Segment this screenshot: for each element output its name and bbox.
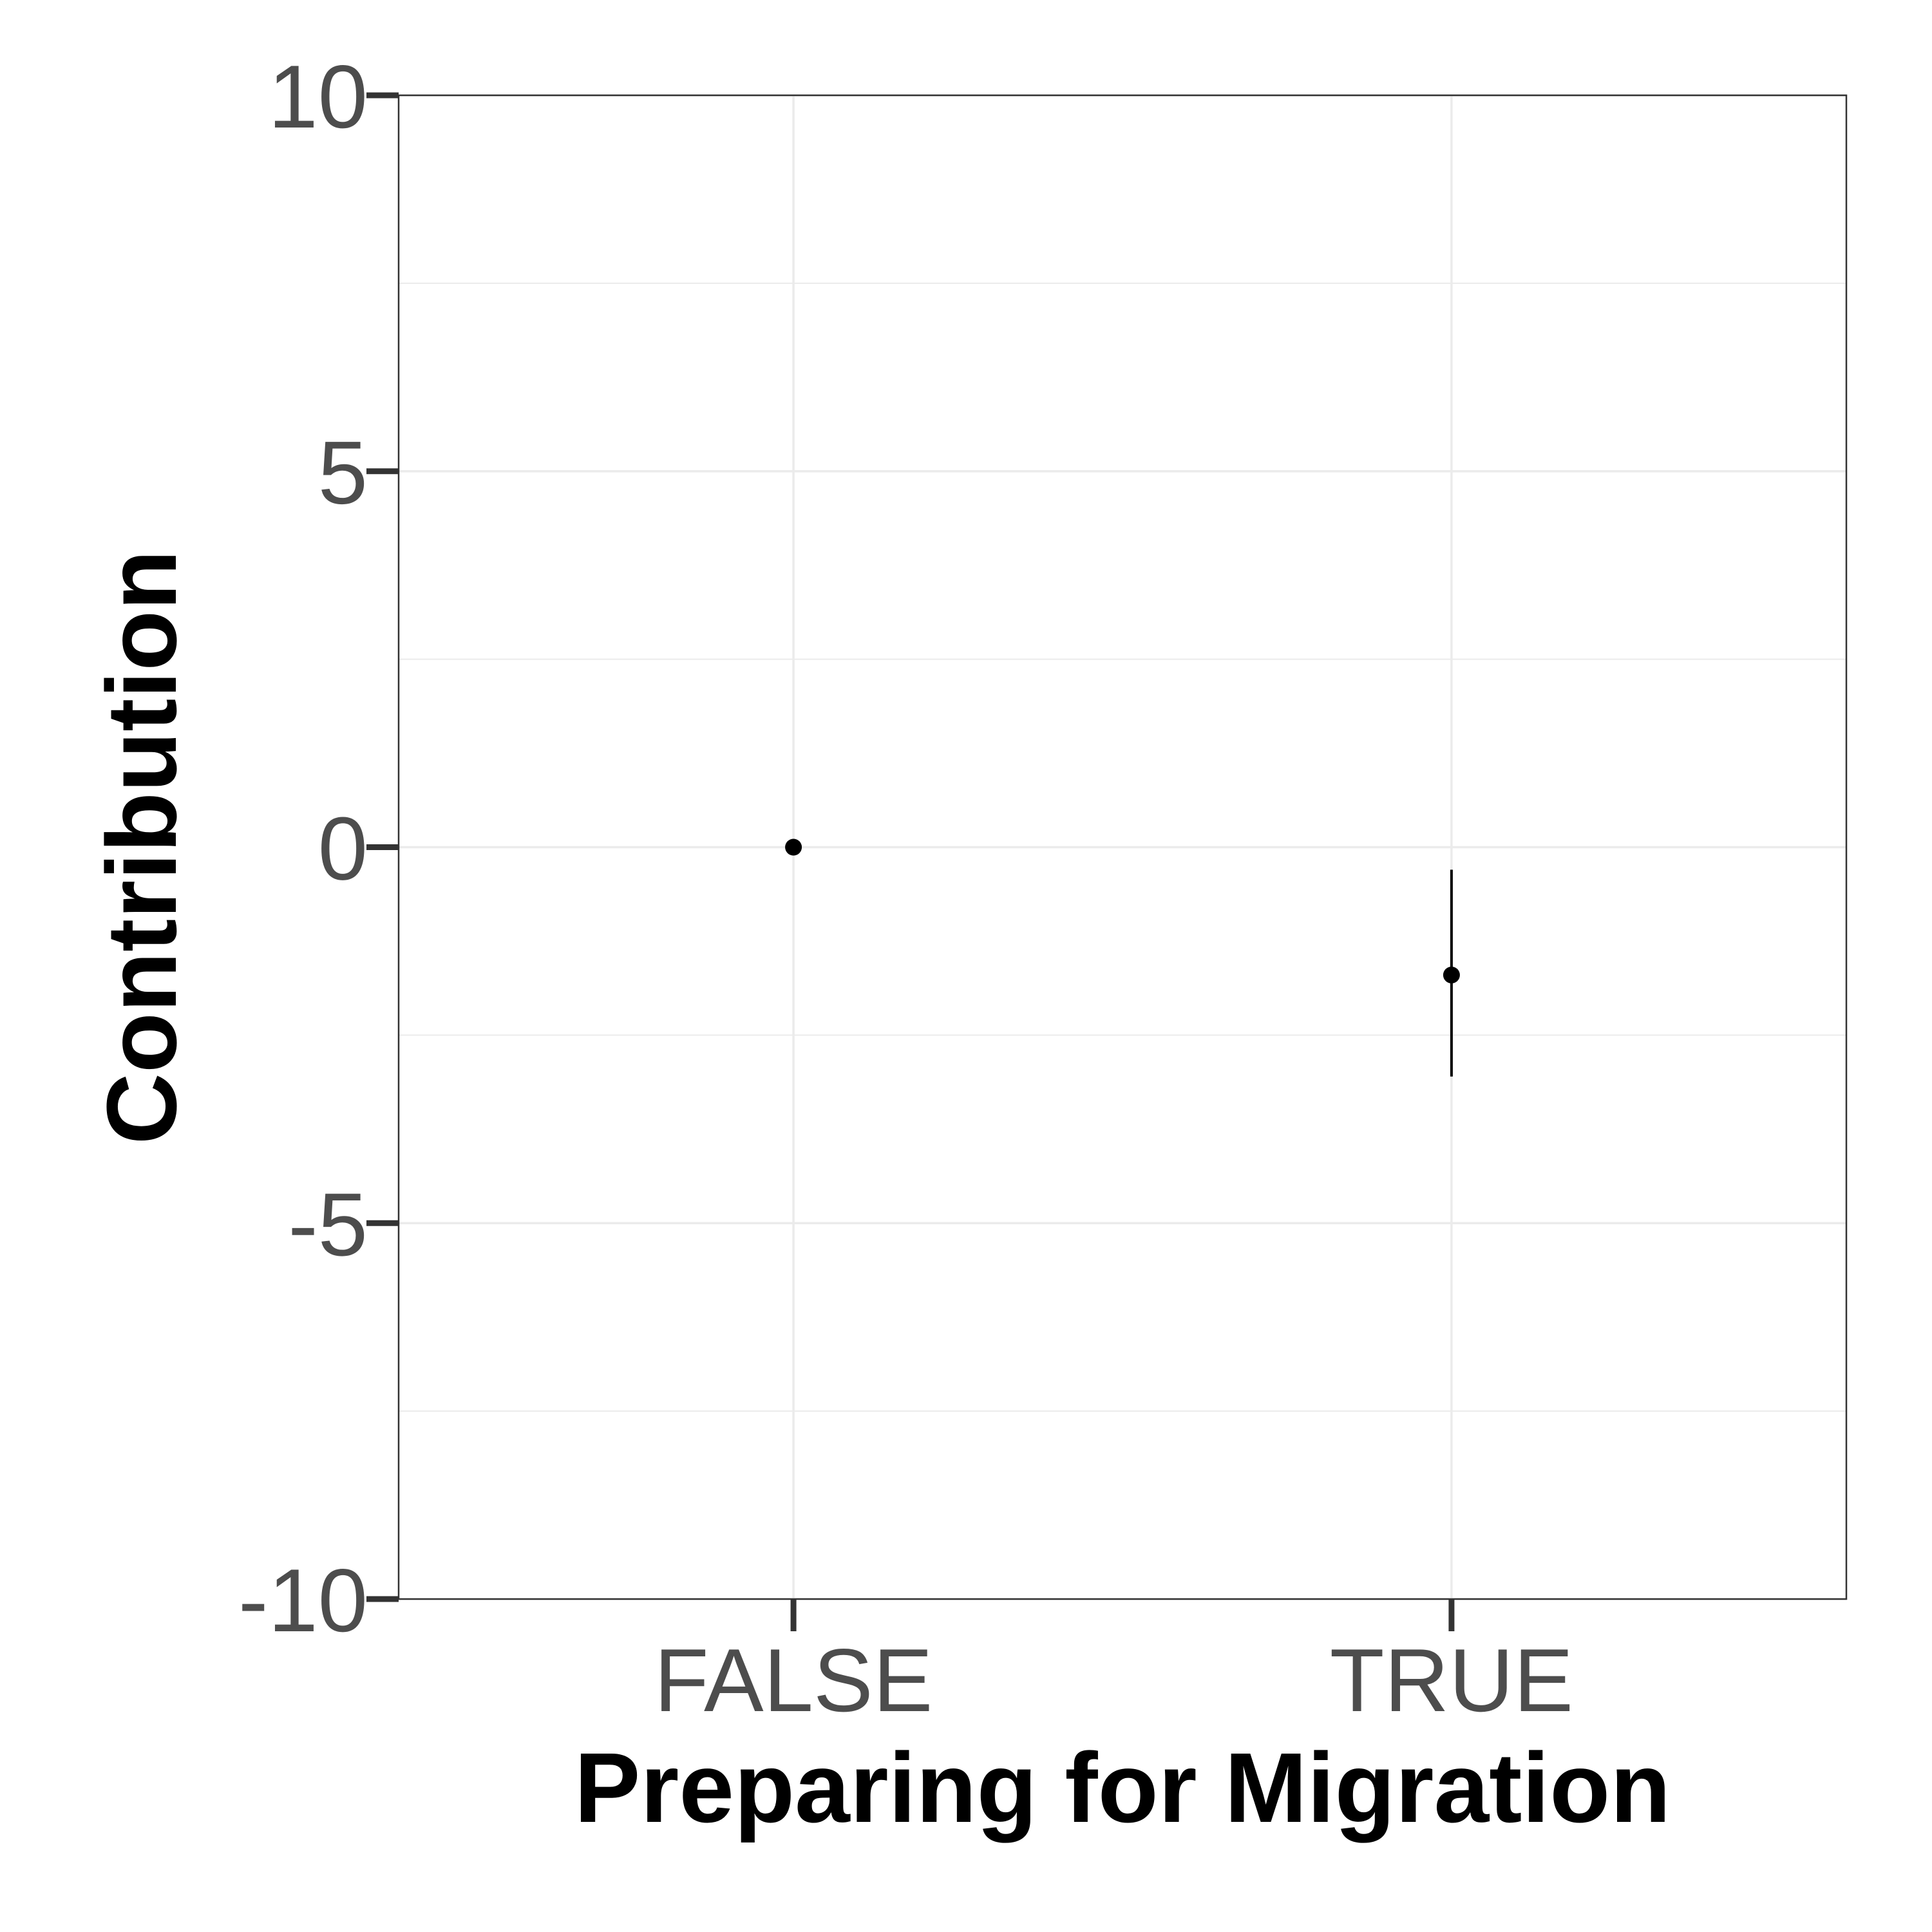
y-tick-label: -5 [288, 1175, 368, 1274]
y-axis-tick-labels: -10 -5 0 5 10 [238, 47, 368, 1651]
x-tick-label: TRUE [1330, 1631, 1573, 1730]
minor-gridlines [399, 282, 1846, 1412]
data-points [785, 838, 1460, 983]
x-axis-ticks [790, 1599, 1455, 1631]
y-axis-title: Contribution [86, 550, 197, 1145]
y-tick-label: 0 [318, 799, 368, 899]
x-axis-title: Preparing for Migration [574, 1732, 1671, 1843]
x-tick-label: FALSE [654, 1631, 933, 1730]
data-point [1443, 966, 1460, 983]
data-point [785, 838, 802, 856]
x-axis-tick-labels: FALSE TRUE [654, 1631, 1573, 1730]
major-gridlines [399, 94, 1846, 1600]
y-tick-label: 10 [268, 47, 368, 147]
y-axis-ticks [366, 92, 399, 1602]
y-tick-label: 5 [318, 423, 368, 523]
y-tick-label: -10 [238, 1551, 368, 1651]
